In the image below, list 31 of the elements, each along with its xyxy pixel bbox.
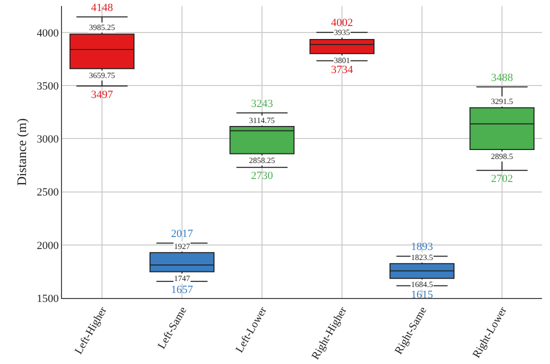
y-tick-label: 2500: [36, 186, 60, 199]
annotation: 3243: [251, 98, 274, 110]
annotation: 3985.25: [89, 23, 115, 32]
annotation: 1893: [411, 241, 434, 253]
annotation: 3497: [91, 89, 114, 101]
annotation: 3291.5: [491, 97, 513, 106]
annotation: 3488: [491, 72, 514, 84]
y-tick-label: 3500: [36, 80, 60, 92]
annotation: 3734: [331, 64, 354, 76]
annotation: 3659.75: [89, 71, 115, 80]
y-tick-label: 3000: [36, 134, 60, 146]
y-tick-label: 2000: [36, 240, 60, 252]
y-tick-label: 1500: [36, 292, 60, 305]
annotation: 1684.5: [411, 280, 433, 289]
annotation: 1927: [174, 242, 190, 251]
annotation: 3935: [334, 28, 350, 37]
y-tick-label: 4000: [36, 27, 60, 40]
annotation: 3801: [334, 56, 350, 65]
annotation: 2017: [171, 228, 194, 240]
annotation: 1823.5: [411, 253, 433, 262]
annotation: 2702: [491, 173, 513, 185]
annotation: 2858.25: [249, 156, 275, 165]
annotation: 4002: [331, 17, 353, 29]
annotation: 3114.75: [249, 116, 275, 125]
annotation: 2730: [251, 170, 274, 182]
annotation: 4148: [91, 2, 114, 14]
y-axis-title: Distance (m): [14, 118, 29, 186]
annotation: 2898.5: [491, 152, 513, 161]
annotation: 1657: [171, 284, 194, 296]
annotation: 1615: [411, 289, 434, 301]
annotation: 1747: [174, 274, 190, 283]
